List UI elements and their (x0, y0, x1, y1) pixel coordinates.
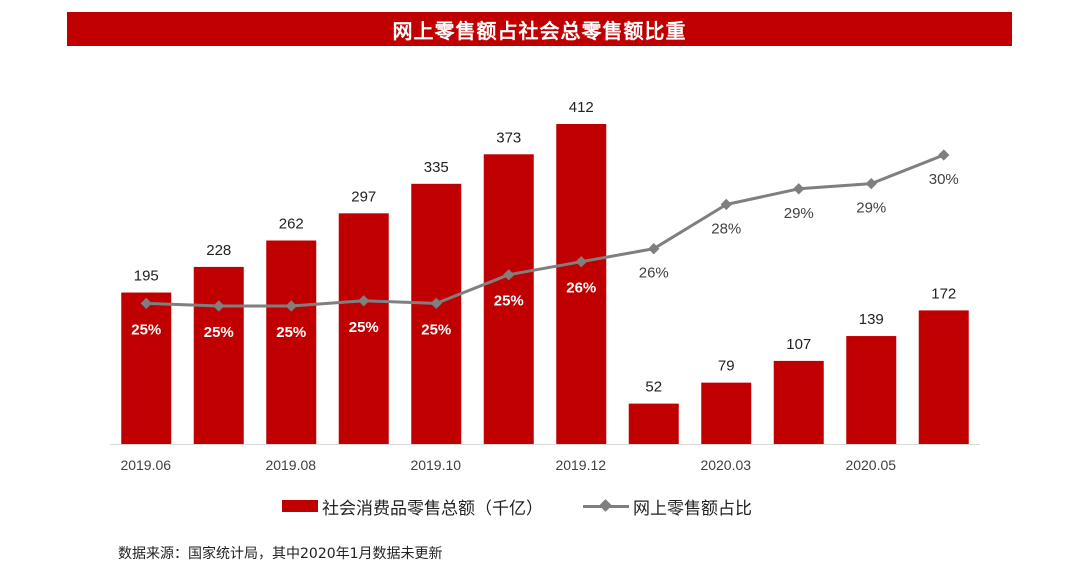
bar (846, 336, 897, 444)
line-marker (213, 300, 225, 312)
line-value-label: 25% (421, 321, 451, 338)
line-marker (575, 256, 587, 268)
legend-label-line: 网上零售额占比 (633, 498, 752, 519)
bar (411, 183, 462, 444)
line-marker (720, 198, 732, 211)
bar (193, 266, 244, 444)
bar-value-label: 107 (786, 336, 811, 353)
line-value-label: 25% (276, 324, 306, 341)
line-marker (358, 295, 370, 307)
bar (628, 403, 679, 444)
bar-value-label: 79 (718, 358, 735, 375)
x-tick-label: 2019.12 (555, 457, 606, 473)
bar-value-label: 172 (931, 285, 956, 302)
line-value-label: 26% (566, 280, 596, 297)
legend-bar-swatch (282, 500, 318, 512)
bar-value-label: 52 (645, 379, 662, 396)
line-value-label: 29% (784, 205, 814, 222)
chart-title: 网上零售额占社会总零售额比重 (392, 18, 687, 43)
bar (773, 360, 824, 444)
line-value-label: 28% (711, 220, 741, 237)
chart-area: 195 228 262 297 335 373 412 52 79 107 139 172 25% 25%… (110, 99, 980, 473)
title-bar: 网上零售额占社会总零售额比重 (67, 12, 1012, 46)
line-marker (140, 297, 152, 310)
bar-value-label: 373 (496, 129, 521, 146)
x-tick-label: 2019.10 (410, 457, 461, 473)
bar-value-label: 195 (134, 268, 159, 285)
x-tick-label: 2019.08 (265, 457, 316, 473)
line-value-label: 29% (856, 200, 886, 217)
line-value-label: 30% (929, 171, 959, 188)
legend-item-line: 网上零售额占比 (583, 494, 752, 519)
line-value-label: 26% (639, 265, 669, 282)
line-marker (938, 149, 950, 161)
line-marker (793, 183, 805, 195)
bar (338, 213, 389, 444)
line-marker (285, 300, 297, 312)
legend-item-bar: 社会消费品零售总额（千亿） (282, 494, 543, 519)
bar (266, 240, 317, 444)
legend: 社会消费品零售总额（千亿） 网上零售额占比 (282, 494, 752, 519)
line-marker (503, 269, 515, 281)
bar-value-label: 228 (206, 242, 231, 259)
source-note: 数据来源：国家统计局，其中2020年1月数据未更新 (118, 546, 443, 562)
line-value-label: 25% (204, 324, 234, 341)
bar (556, 124, 607, 444)
bar-value-label: 297 (351, 188, 376, 205)
line-value-label: 25% (494, 293, 524, 310)
line-value-label: 25% (349, 319, 379, 336)
bar (121, 292, 172, 444)
line-marker (430, 297, 442, 310)
x-tick-label: 2020.05 (845, 457, 896, 473)
x-tick-label: 2019.06 (120, 457, 171, 473)
legend-label-bar: 社会消费品零售总额（千亿） (322, 498, 543, 519)
bar (701, 382, 752, 444)
bar-value-label: 335 (424, 159, 449, 176)
x-tick-label: 2020.03 (700, 457, 751, 473)
line-marker (865, 177, 877, 190)
bar-value-label: 262 (279, 216, 304, 233)
line-marker (648, 243, 660, 255)
bar (918, 310, 969, 444)
line-series-path (146, 153, 945, 308)
bar-value-label: 139 (859, 311, 884, 328)
bar-value-label: 412 (569, 99, 594, 116)
line-value-label: 25% (131, 321, 161, 338)
bar (483, 154, 534, 444)
legend-line-swatch (583, 499, 629, 513)
